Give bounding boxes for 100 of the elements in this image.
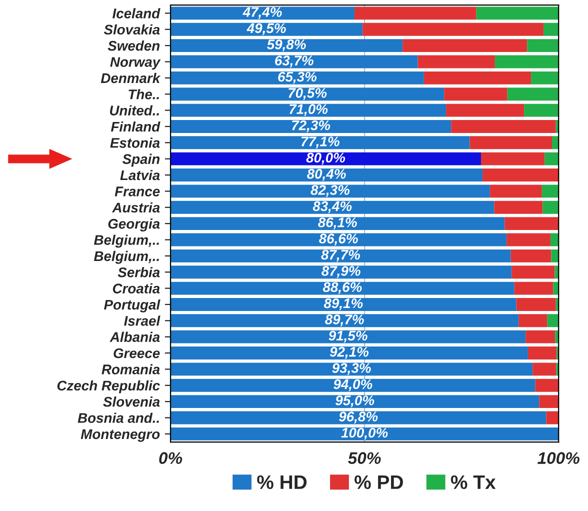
data-label: 88,6% bbox=[322, 282, 362, 294]
bar bbox=[546, 411, 559, 424]
bar bbox=[446, 104, 524, 117]
data-label: 70,5% bbox=[288, 88, 327, 100]
data-label: 96,8% bbox=[338, 412, 378, 424]
bar bbox=[514, 282, 554, 295]
bar bbox=[510, 249, 552, 262]
x-tick-label: 0% bbox=[159, 452, 182, 464]
legend-label: % PD bbox=[354, 475, 403, 490]
bar bbox=[516, 298, 556, 311]
bar bbox=[170, 200, 494, 214]
bar bbox=[528, 346, 557, 360]
y-tick-label: Austria bbox=[112, 202, 160, 213]
bar bbox=[531, 71, 559, 84]
y-tick-label: Norway bbox=[110, 57, 161, 70]
data-label: 94,0% bbox=[334, 379, 372, 392]
y-tick-label: Montenegro bbox=[80, 429, 160, 442]
bar bbox=[354, 6, 476, 20]
bar bbox=[170, 427, 559, 440]
bar bbox=[170, 249, 511, 262]
y-tick-label: France bbox=[114, 186, 160, 196]
y-tick-label: Slovenia bbox=[103, 396, 160, 407]
data-label: 83,4% bbox=[312, 201, 352, 214]
x-tick-label: 100% bbox=[538, 452, 580, 464]
bar bbox=[170, 330, 526, 344]
y-tick-label: Romania bbox=[102, 364, 160, 374]
bar bbox=[476, 6, 559, 20]
bar bbox=[170, 71, 424, 84]
y-tick-label: Belgium,.. bbox=[94, 234, 159, 248]
data-label: 95,0% bbox=[335, 395, 374, 408]
data-label: 92,1% bbox=[330, 346, 369, 359]
bar bbox=[170, 282, 514, 295]
bar bbox=[518, 314, 548, 328]
data-label: 47,4% bbox=[242, 7, 282, 19]
bar bbox=[504, 217, 559, 230]
bar bbox=[170, 22, 363, 36]
y-tick-label: Finland bbox=[110, 121, 160, 132]
bar bbox=[526, 330, 556, 344]
y-tick-label: Spain bbox=[122, 154, 160, 167]
bar bbox=[542, 184, 559, 198]
bar bbox=[451, 120, 556, 133]
data-label: 72,3% bbox=[292, 120, 330, 132]
bar bbox=[490, 184, 542, 198]
bar bbox=[542, 200, 559, 214]
y-tick-label: Serbia bbox=[118, 267, 160, 278]
y-tick-label: Albania bbox=[110, 332, 160, 342]
bar bbox=[170, 362, 533, 376]
bar bbox=[170, 55, 418, 68]
bar bbox=[544, 152, 559, 166]
bar bbox=[494, 200, 543, 214]
data-label: 77,1% bbox=[301, 136, 340, 148]
y-tick-label: Czech Republic bbox=[57, 380, 160, 394]
bar bbox=[170, 6, 354, 20]
bar bbox=[551, 249, 559, 262]
y-tick-label: Latvia bbox=[120, 170, 160, 180]
bar bbox=[170, 168, 483, 182]
data-label: 89,7% bbox=[325, 314, 364, 326]
y-tick-label: Greece bbox=[114, 348, 160, 358]
bar bbox=[170, 152, 481, 166]
y-tick-label: Georgia bbox=[108, 218, 160, 232]
data-label: 89,1% bbox=[324, 298, 363, 310]
bar bbox=[170, 411, 546, 424]
bar bbox=[552, 136, 559, 150]
bar bbox=[418, 55, 495, 68]
bar bbox=[170, 395, 540, 408]
bar bbox=[527, 39, 559, 52]
data-label: 86,6% bbox=[319, 234, 358, 246]
y-tick-label: Sweden bbox=[108, 40, 160, 51]
bar bbox=[170, 378, 536, 392]
bar bbox=[170, 104, 446, 117]
y-tick-label: The.. bbox=[128, 89, 159, 100]
x-tick-label: 50% bbox=[348, 452, 381, 464]
y-tick-label: Bosnia and.. bbox=[78, 412, 159, 423]
bar bbox=[539, 395, 559, 408]
y-tick-label: Iceland bbox=[112, 8, 160, 18]
data-label: 63,7% bbox=[275, 56, 314, 68]
data-label: 49,5% bbox=[246, 23, 286, 36]
bar bbox=[444, 88, 508, 101]
data-label: 100,0% bbox=[341, 428, 388, 440]
bar bbox=[532, 362, 556, 376]
y-tick-label: Croatia bbox=[112, 283, 160, 294]
y-tick-label: Denmark bbox=[100, 72, 161, 84]
bar bbox=[170, 39, 403, 52]
legend-label: % Tx bbox=[450, 475, 496, 490]
bar bbox=[170, 314, 519, 328]
bar bbox=[480, 152, 545, 166]
legend-label: % HD bbox=[257, 475, 307, 490]
bar bbox=[170, 233, 507, 246]
data-label: 71,0% bbox=[290, 104, 328, 116]
bar bbox=[170, 217, 505, 230]
bar bbox=[553, 282, 559, 295]
bar bbox=[170, 298, 516, 311]
bar bbox=[402, 39, 528, 52]
bar bbox=[494, 55, 559, 68]
bar bbox=[547, 314, 559, 328]
bar bbox=[470, 136, 552, 150]
bar bbox=[362, 22, 544, 36]
bar bbox=[512, 266, 555, 279]
y-tick-label: Estonia bbox=[110, 138, 160, 148]
data-label: 80,4% bbox=[307, 168, 346, 181]
